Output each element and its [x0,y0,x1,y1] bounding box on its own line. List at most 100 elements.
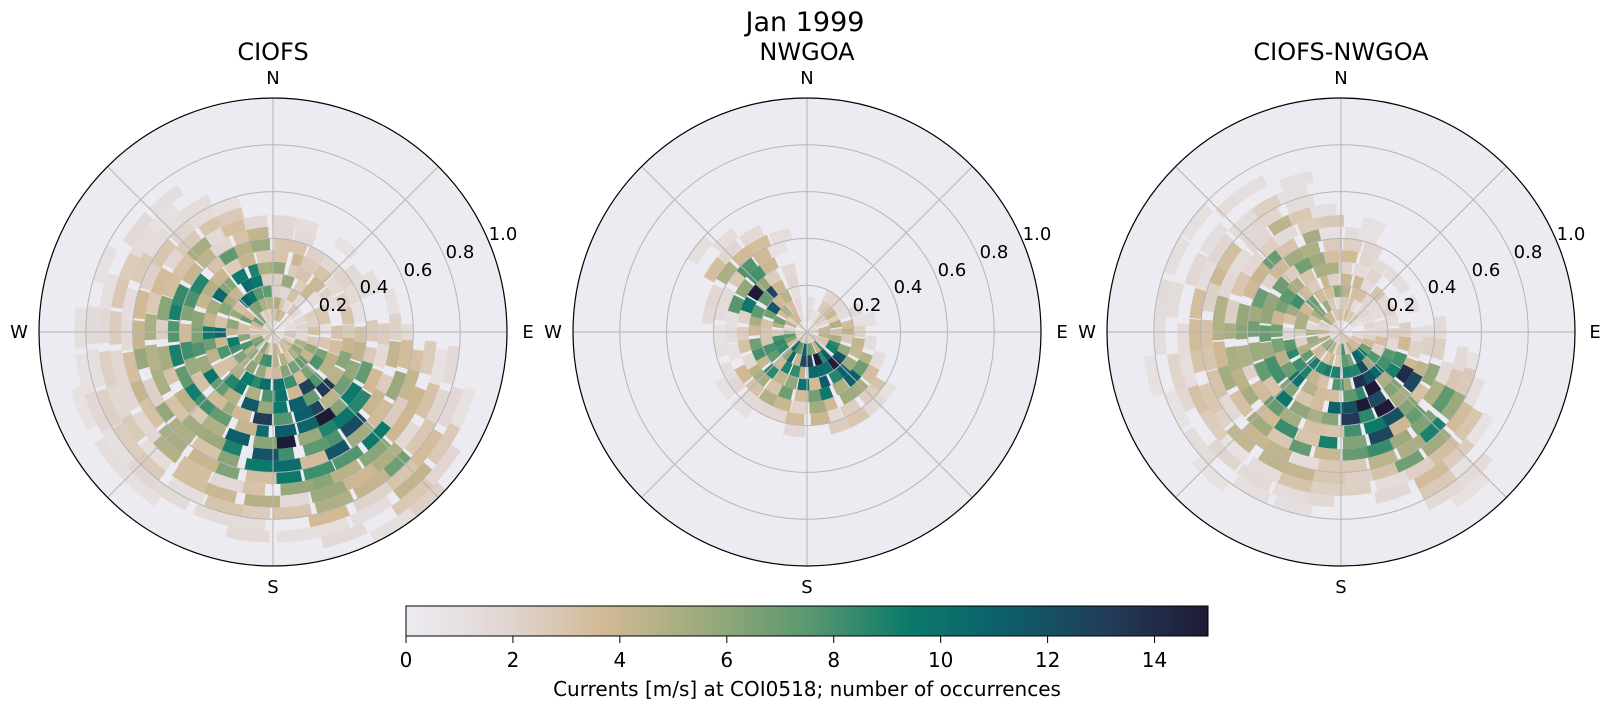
radial-tick-label: 0.4 [894,277,923,298]
polar-bin [765,378,783,396]
angular-gridline [272,166,439,333]
polar-bin [716,261,738,285]
polar-bin [352,481,394,513]
polar-bin [1177,323,1191,358]
polar-bin [139,260,162,292]
polar-bin [1324,312,1335,324]
polar-bin [1334,296,1343,309]
polar-bin [249,323,263,331]
polar-bin [796,332,807,340]
polar-bin [1338,261,1353,275]
polar-bin [249,274,264,290]
polar-bin [1164,389,1191,430]
polar-bin [1184,251,1209,287]
polar-bin [252,411,272,426]
polar-bin [95,388,123,428]
polar-bin [820,303,834,317]
polar-bin [1431,385,1456,414]
polar-bin [327,459,363,485]
polar-bin [809,309,817,322]
polar-bin [404,418,437,456]
polar-bin [1225,346,1242,372]
polar-bin [324,276,344,297]
polar-bin [1391,351,1408,369]
polar-bin [1350,286,1363,301]
polar-bin [1324,388,1340,403]
polar-bin [350,341,366,363]
polar-bin [293,229,317,247]
polar-bin [388,313,402,341]
polar-bin [225,525,270,543]
polar-bin [1345,341,1355,354]
colorbar-gradient [405,605,1209,637]
polar-bin [307,275,326,294]
polar-bin [776,343,790,355]
polar-bin [143,227,172,259]
polar-bin [85,305,100,345]
polar-bin [1341,469,1374,485]
polar-bin [429,348,448,386]
polar-bin [203,311,217,328]
polar-bin [809,400,827,414]
angular-gridline [1340,166,1507,333]
radial-tick-label: 0.2 [319,295,348,316]
polar-bin [317,336,332,350]
polar-bin [736,326,749,342]
polar-bin [785,350,797,364]
radial-tick-label: 0.2 [853,295,882,316]
polar-bin [738,225,765,247]
polar-bin [296,415,320,434]
polar-bin [1278,407,1303,428]
polar-bin [807,389,822,403]
polar-bin [393,462,433,500]
polar-bin [1212,313,1226,341]
polar-bin [1188,318,1202,351]
polar-bin [223,291,240,308]
polar-bin [1341,250,1359,264]
polar-bin [381,459,420,495]
polar-bin [1306,322,1319,331]
polar-bin [1216,242,1243,272]
polar-bin [1283,339,1298,353]
polar-bin [711,227,739,254]
polar-bin [195,354,213,375]
polar-bin [255,364,267,379]
polar-bin [797,378,810,391]
polar-bin [190,371,211,393]
polar-bin [1341,412,1361,426]
polar-bin [1278,286,1297,305]
polar-bin [1351,350,1363,364]
polar-bin [191,310,206,329]
polar-bin [1217,270,1239,299]
polar-bin [263,342,271,355]
polar-bin [106,382,132,420]
polar-bin [199,480,238,504]
polar-bin [1259,325,1272,343]
polar-bin [1318,335,1331,344]
polar-bin [1363,320,1376,330]
polar-bin [815,316,828,327]
polar-bin [757,290,774,307]
polar-bin [1189,286,1208,319]
polar-bin [252,351,264,365]
polar-bin [734,364,753,384]
polar-bin [314,490,355,514]
polar-bin [807,332,814,343]
polar-bin [287,347,300,360]
polar-bin [209,236,234,258]
polar-bin [1420,336,1435,357]
polar-bin [1271,338,1286,354]
polar-bin [198,427,227,451]
polar-bin [731,244,756,267]
polar-bin [298,450,330,470]
polar-bin [293,405,315,423]
colorbar-tick-label: 12 [1035,648,1060,672]
polar-bin [340,381,363,406]
polar-bin [158,424,189,454]
polar-bin [281,338,293,349]
compass-west-label: W [10,322,28,343]
polar-bin [1153,316,1167,356]
polar-bin [303,343,318,356]
radial-tick-label: 0.6 [938,260,967,281]
polar-bin [846,406,871,428]
